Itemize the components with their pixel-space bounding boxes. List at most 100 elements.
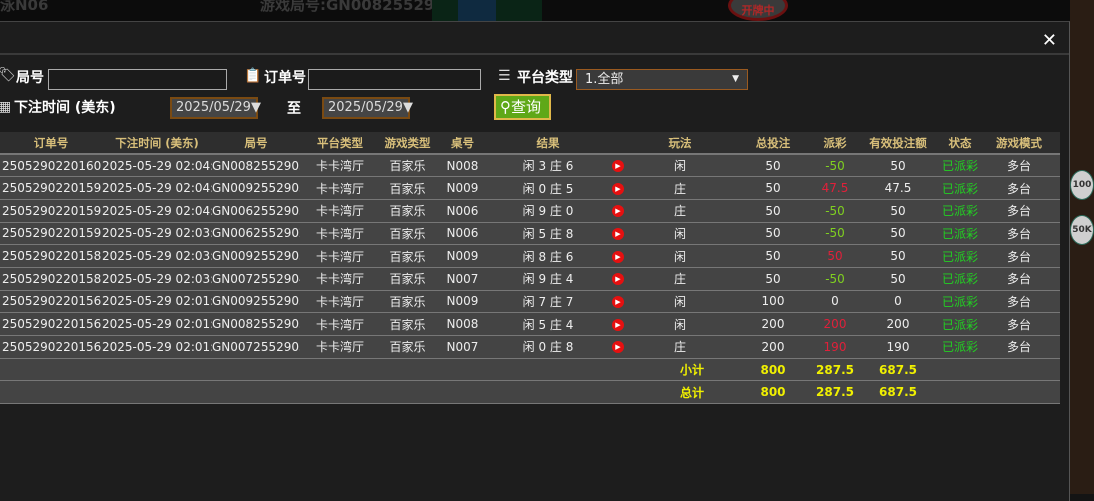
cell-bet-time: 2025-05-29 02:03:42 xyxy=(102,267,212,291)
play-icon[interactable]: ▶ xyxy=(612,318,624,331)
play-icon[interactable]: ▶ xyxy=(612,250,624,263)
modal-header xyxy=(0,22,1069,55)
play-video-cell: ▶ xyxy=(606,199,630,223)
table-row[interactable]: 2505290220160012025-05-29 02:04:43GN0082… xyxy=(0,154,1060,178)
column-header: 局号 xyxy=(212,132,300,155)
table-row[interactable]: 2505290220159162025-05-29 02:03:53GN0062… xyxy=(0,222,1060,246)
tag-icon: 🏷 xyxy=(0,67,16,83)
column-header: 派彩 xyxy=(816,132,854,155)
date-to-select[interactable]: 2025/05/29▼ xyxy=(322,97,413,119)
cell-payout: 47.5 xyxy=(816,176,854,200)
cell-bet-time: 2025-05-29 02:03:44 xyxy=(102,244,212,268)
cell-bet-type: 闲 xyxy=(630,154,730,178)
cell-payout: 0 xyxy=(816,290,854,314)
cell-game-mode: 多台 xyxy=(978,199,1060,223)
cell-payout: -50 xyxy=(816,199,854,223)
cell-table-no: N008 xyxy=(435,154,490,178)
cell-order-id: 250529022016001 xyxy=(0,154,102,178)
cell-order-id: 250529022015994 xyxy=(0,176,102,200)
total-row: 总计 800 287.5 687.5 xyxy=(0,380,1060,405)
cell-bet-type: 庄 xyxy=(630,199,730,223)
cell-valid-bet: 0 xyxy=(854,290,942,314)
chip-100: 100 xyxy=(1070,170,1094,200)
cell-bet-time: 2025-05-29 02:01:39 xyxy=(102,335,212,359)
cell-game-mode: 多台 xyxy=(978,290,1060,314)
cell-payout: 190 xyxy=(816,335,854,359)
cell-game-type: 百家乐 xyxy=(380,312,435,336)
cell-status: 已派彩 xyxy=(942,244,978,268)
empty-cell xyxy=(102,380,212,405)
query-button[interactable]: ⚲查询 xyxy=(494,94,551,120)
cell-bet-type: 闲 xyxy=(630,290,730,314)
table-row[interactable]: 2505290220158912025-05-29 02:03:44GN0092… xyxy=(0,244,1060,268)
date-from-select[interactable]: 2025/05/29▼ xyxy=(170,97,261,119)
cell-total-bet: 200 xyxy=(730,335,816,359)
play-video-cell: ▶ xyxy=(606,290,630,314)
cell-bet-type: 闲 xyxy=(630,312,730,336)
platform-select[interactable]: 1.全部 ▼ xyxy=(576,69,748,90)
bg-status-badge: 开牌中 xyxy=(728,0,788,21)
cell-total-bet: 200 xyxy=(730,312,816,336)
cell-bet-type: 庄 xyxy=(630,267,730,291)
play-icon[interactable]: ▶ xyxy=(612,182,624,195)
cell-round-id: GN00925529032 xyxy=(212,290,300,314)
total-payout: 287.5 xyxy=(816,380,854,405)
total-valid-bet: 687.5 xyxy=(854,380,942,405)
cell-game-mode: 多台 xyxy=(978,154,1060,178)
cell-bet-type: 闲 xyxy=(630,244,730,268)
table-row[interactable]: 2505290220156622025-05-29 02:01:39GN0072… xyxy=(0,335,1060,359)
cell-status: 已派彩 xyxy=(942,267,978,291)
play-icon[interactable]: ▶ xyxy=(612,227,624,240)
play-icon[interactable]: ▶ xyxy=(612,160,624,173)
cell-order-id: 250529022015891 xyxy=(0,244,102,268)
clipboard-icon: 📋 xyxy=(244,68,262,84)
cell-round-id: GN00625529030 xyxy=(212,199,300,223)
empty-cell xyxy=(300,358,380,382)
play-icon[interactable]: ▶ xyxy=(612,273,624,286)
cell-result: 闲 9 庄 4 xyxy=(490,267,606,291)
total-label: 总计 xyxy=(630,380,730,405)
cell-total-bet: 50 xyxy=(730,176,816,200)
cell-status: 已派彩 xyxy=(942,154,978,178)
column-header: 下注时间 (美东) xyxy=(102,132,212,155)
empty-cell xyxy=(490,358,606,382)
order-input[interactable] xyxy=(308,69,481,90)
list-icon: ☰ xyxy=(498,68,511,84)
subtotal-total-bet: 800 xyxy=(730,358,816,382)
table-row[interactable]: 2505290220159832025-05-29 02:04:35GN0062… xyxy=(0,199,1060,223)
empty-cell xyxy=(0,358,102,382)
empty-cell xyxy=(942,358,978,382)
calendar-icon: ▦ xyxy=(0,99,12,115)
table-row[interactable]: 2505290220158872025-05-29 02:03:42GN0072… xyxy=(0,267,1060,291)
bet-table: 订单号 下注时间 (美东) 局号 平台类型 游戏类型 桌号 结果 玩法 总投注 派彩 有效投注额 状态… xyxy=(0,132,1060,405)
cell-bet-time: 2025-05-29 02:04:39 xyxy=(102,176,212,200)
cell-total-bet: 50 xyxy=(730,199,816,223)
play-video-cell: ▶ xyxy=(606,312,630,336)
cell-total-bet: 100 xyxy=(730,290,816,314)
chip-50k: 50K xyxy=(1070,215,1094,245)
cell-bet-time: 2025-05-29 02:03:53 xyxy=(102,222,212,246)
empty-cell xyxy=(435,358,490,382)
table-row[interactable]: 2505290220156732025-05-29 02:01:45GN0082… xyxy=(0,312,1060,336)
column-header: 平台类型 xyxy=(300,132,380,155)
cell-bet-type: 庄 xyxy=(630,176,730,200)
empty-cell xyxy=(606,380,630,405)
table-row[interactable]: 2505290220159942025-05-29 02:04:39GN0092… xyxy=(0,176,1060,200)
play-icon[interactable]: ▶ xyxy=(612,205,624,218)
column-header: 结果 xyxy=(490,132,606,155)
empty-cell xyxy=(942,380,978,405)
chevron-down-icon: ▼ xyxy=(732,74,739,84)
cell-table-no: N007 xyxy=(435,267,490,291)
round-input[interactable] xyxy=(48,69,227,90)
column-header: 桌号 xyxy=(435,132,490,155)
cell-bet-time: 2025-05-29 02:01:48 xyxy=(102,290,212,314)
table-row[interactable]: 2505290220156822025-05-29 02:01:48GN0092… xyxy=(0,290,1060,314)
cell-order-id: 250529022015983 xyxy=(0,199,102,223)
cell-platform: 卡卡湾厅 xyxy=(300,154,380,178)
play-icon[interactable]: ▶ xyxy=(612,295,624,308)
close-icon[interactable]: ✕ xyxy=(1041,30,1057,51)
play-icon[interactable]: ▶ xyxy=(612,341,624,354)
cell-valid-bet: 50 xyxy=(854,267,942,291)
cell-total-bet: 50 xyxy=(730,222,816,246)
cell-game-type: 百家乐 xyxy=(380,290,435,314)
